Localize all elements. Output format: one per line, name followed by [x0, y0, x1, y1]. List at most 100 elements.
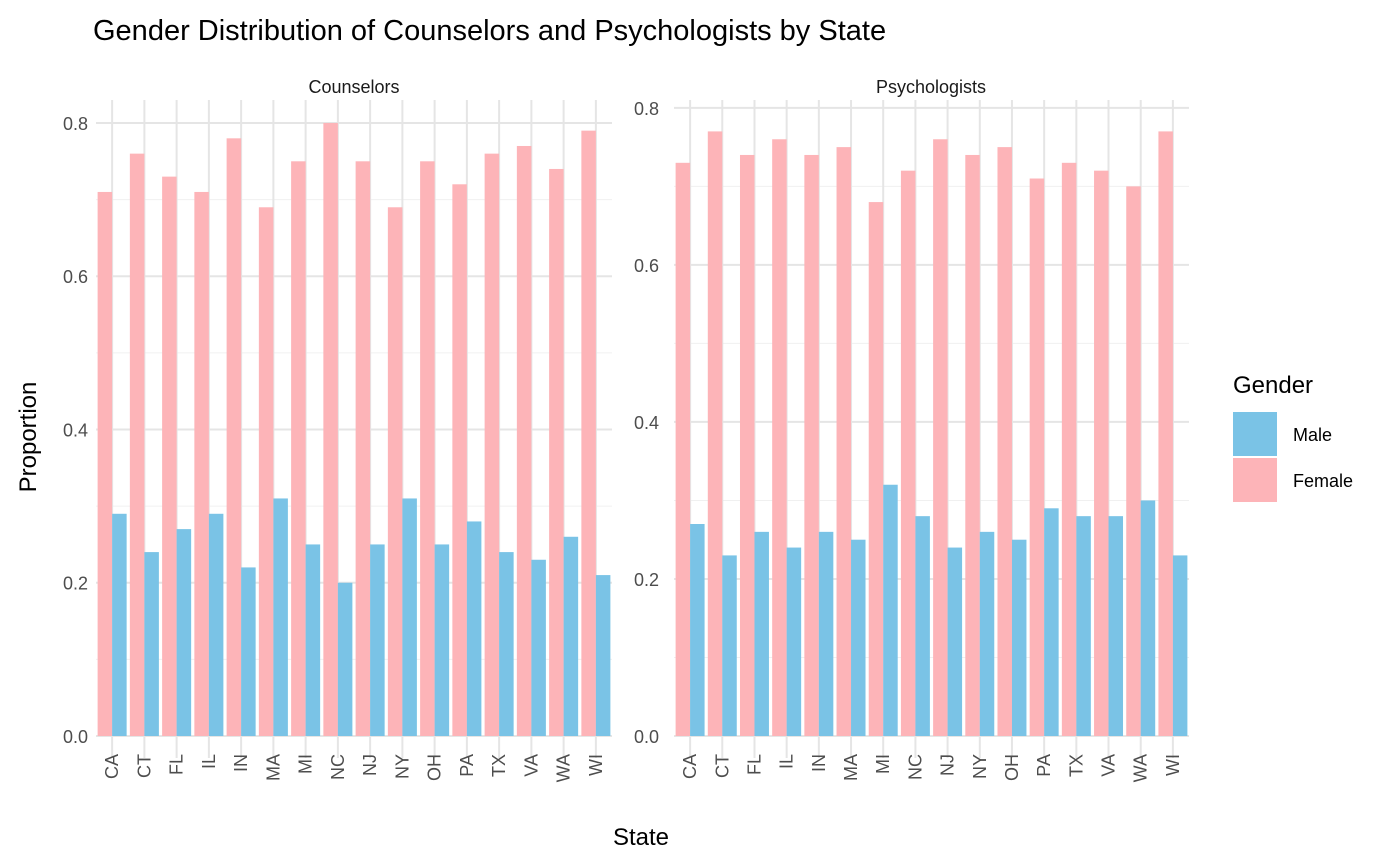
- bar-female-ny: [387, 207, 403, 737]
- x-tick-label: NY: [970, 754, 990, 779]
- x-tick-label: NC: [905, 754, 925, 780]
- x-tick-label: FL: [167, 754, 187, 775]
- x-tick-label: VA: [1099, 754, 1119, 777]
- bar-male-in: [818, 531, 834, 736]
- x-tick-label: MI: [873, 754, 893, 774]
- bar-female-in: [226, 138, 242, 737]
- bar-female-ct: [129, 153, 145, 736]
- chart-title: Gender Distribution of Counselors and Ps…: [93, 15, 886, 47]
- bar-male-oh: [434, 544, 450, 736]
- bar-male-nj: [370, 544, 385, 736]
- bar-male-mi: [305, 544, 321, 736]
- bar-female-tx: [484, 153, 500, 736]
- x-tick-label: IL: [199, 754, 219, 769]
- bar-female-in: [804, 154, 819, 737]
- x-tick-label: NJ: [938, 754, 958, 776]
- bar-male-fl: [176, 529, 192, 736]
- x-tick-label: MA: [263, 754, 283, 781]
- legend-label-male: Male: [1293, 425, 1332, 445]
- y-tick-label: 0.4: [63, 420, 88, 440]
- bar-male-in: [241, 567, 256, 736]
- x-tick-label: WA: [554, 754, 574, 782]
- y-tick-label: 0.0: [63, 727, 88, 747]
- x-tick-label: OH: [1002, 754, 1022, 781]
- bar-male-pa: [1044, 508, 1059, 736]
- bar-male-ny: [402, 498, 417, 736]
- y-tick-label: 0.6: [634, 256, 659, 276]
- y-tick-label: 0.0: [634, 727, 659, 747]
- y-tick-label: 0.4: [634, 413, 659, 433]
- bar-male-ma: [273, 498, 288, 736]
- bar-female-il: [194, 191, 209, 737]
- legend: Gender Male Female: [1233, 372, 1353, 502]
- bar-male-oh: [1011, 539, 1027, 736]
- bar-male-ny: [979, 531, 995, 736]
- bar-female-ca: [97, 191, 113, 737]
- x-tick-label: NJ: [360, 754, 380, 776]
- y-axis-title: Proportion: [15, 382, 42, 493]
- legend-items: Male Female: [1233, 412, 1353, 502]
- x-tick-label: TX: [489, 754, 509, 777]
- bar-female-nj: [355, 161, 371, 736]
- bar-male-il: [786, 547, 802, 736]
- x-tick-label: IL: [777, 754, 797, 769]
- bar-female-fl: [739, 154, 755, 737]
- y-tick-label: 0.8: [63, 114, 88, 134]
- y-tick-label: 0.6: [63, 267, 88, 287]
- bar-male-ca: [690, 524, 705, 736]
- bar-male-pa: [466, 521, 482, 736]
- x-tick-label: WI: [586, 754, 606, 776]
- bar-female-mi: [868, 202, 884, 736]
- bar-male-mi: [883, 484, 898, 736]
- bar-female-ma: [836, 147, 852, 737]
- x-tick-label: FL: [744, 754, 764, 775]
- bar-female-ma: [258, 207, 274, 737]
- legend-swatch-male: [1233, 412, 1277, 456]
- bar-female-nc: [323, 122, 338, 736]
- bar-male-ca: [112, 513, 127, 736]
- bar-female-wa: [549, 168, 564, 736]
- bar-female-fl: [162, 176, 177, 736]
- x-tick-label: PA: [1034, 754, 1054, 777]
- y-tick-label: 0.2: [63, 574, 88, 594]
- bar-female-pa: [1029, 178, 1045, 736]
- bar-male-nc: [915, 516, 930, 736]
- bar-female-nj: [933, 139, 948, 736]
- bar-female-mi: [291, 161, 306, 736]
- bar-female-ny: [965, 154, 980, 737]
- bar-female-va: [1094, 170, 1109, 736]
- x-tick-label: IN: [809, 754, 829, 772]
- x-tick-label: NC: [328, 754, 348, 780]
- panel-psychologists: Psychologists 0.0 0.2 0.4 0.6 0.8 CA CT FL IL IN MA…: [634, 77, 1189, 782]
- panel-strip-label: Psychologists: [876, 77, 986, 97]
- x-tick-label: OH: [425, 754, 445, 781]
- bar-male-ct: [722, 555, 737, 736]
- x-axis-title: State: [613, 824, 669, 851]
- x-tick-label: CA: [102, 754, 122, 779]
- x-tick-label: IN: [231, 754, 251, 772]
- panel-strip-label: Counselors: [308, 77, 399, 97]
- panel-counselors: Counselors 0.0 0.2 0.4 0.6 0.8 CA CT FL IL IN MA MI N…: [63, 77, 612, 782]
- bar-male-tx: [499, 552, 514, 736]
- bar-male-wi: [1172, 555, 1188, 736]
- bar-male-nj: [947, 547, 963, 736]
- x-tick-label: MA: [841, 754, 861, 781]
- y-tick-label: 0.8: [634, 99, 659, 119]
- bar-male-tx: [1076, 516, 1091, 736]
- x-tick-label: TX: [1066, 754, 1086, 777]
- bar-male-ct: [144, 552, 159, 736]
- x-tick-label: WI: [1163, 754, 1183, 776]
- bar-male-il: [208, 513, 224, 736]
- x-tick-label: MI: [296, 754, 316, 774]
- bar-female-pa: [452, 184, 467, 736]
- x-tick-label: PA: [457, 754, 477, 777]
- bar-female-wi: [1158, 131, 1173, 736]
- bar-female-tx: [1061, 162, 1077, 736]
- bar-female-ct: [707, 131, 723, 736]
- bar-male-wi: [595, 575, 611, 736]
- bar-female-wa: [1126, 186, 1141, 737]
- x-tick-label: CT: [134, 754, 154, 778]
- legend-label-female: Female: [1293, 471, 1353, 491]
- bar-female-nc: [900, 170, 916, 736]
- legend-title: Gender: [1233, 372, 1313, 399]
